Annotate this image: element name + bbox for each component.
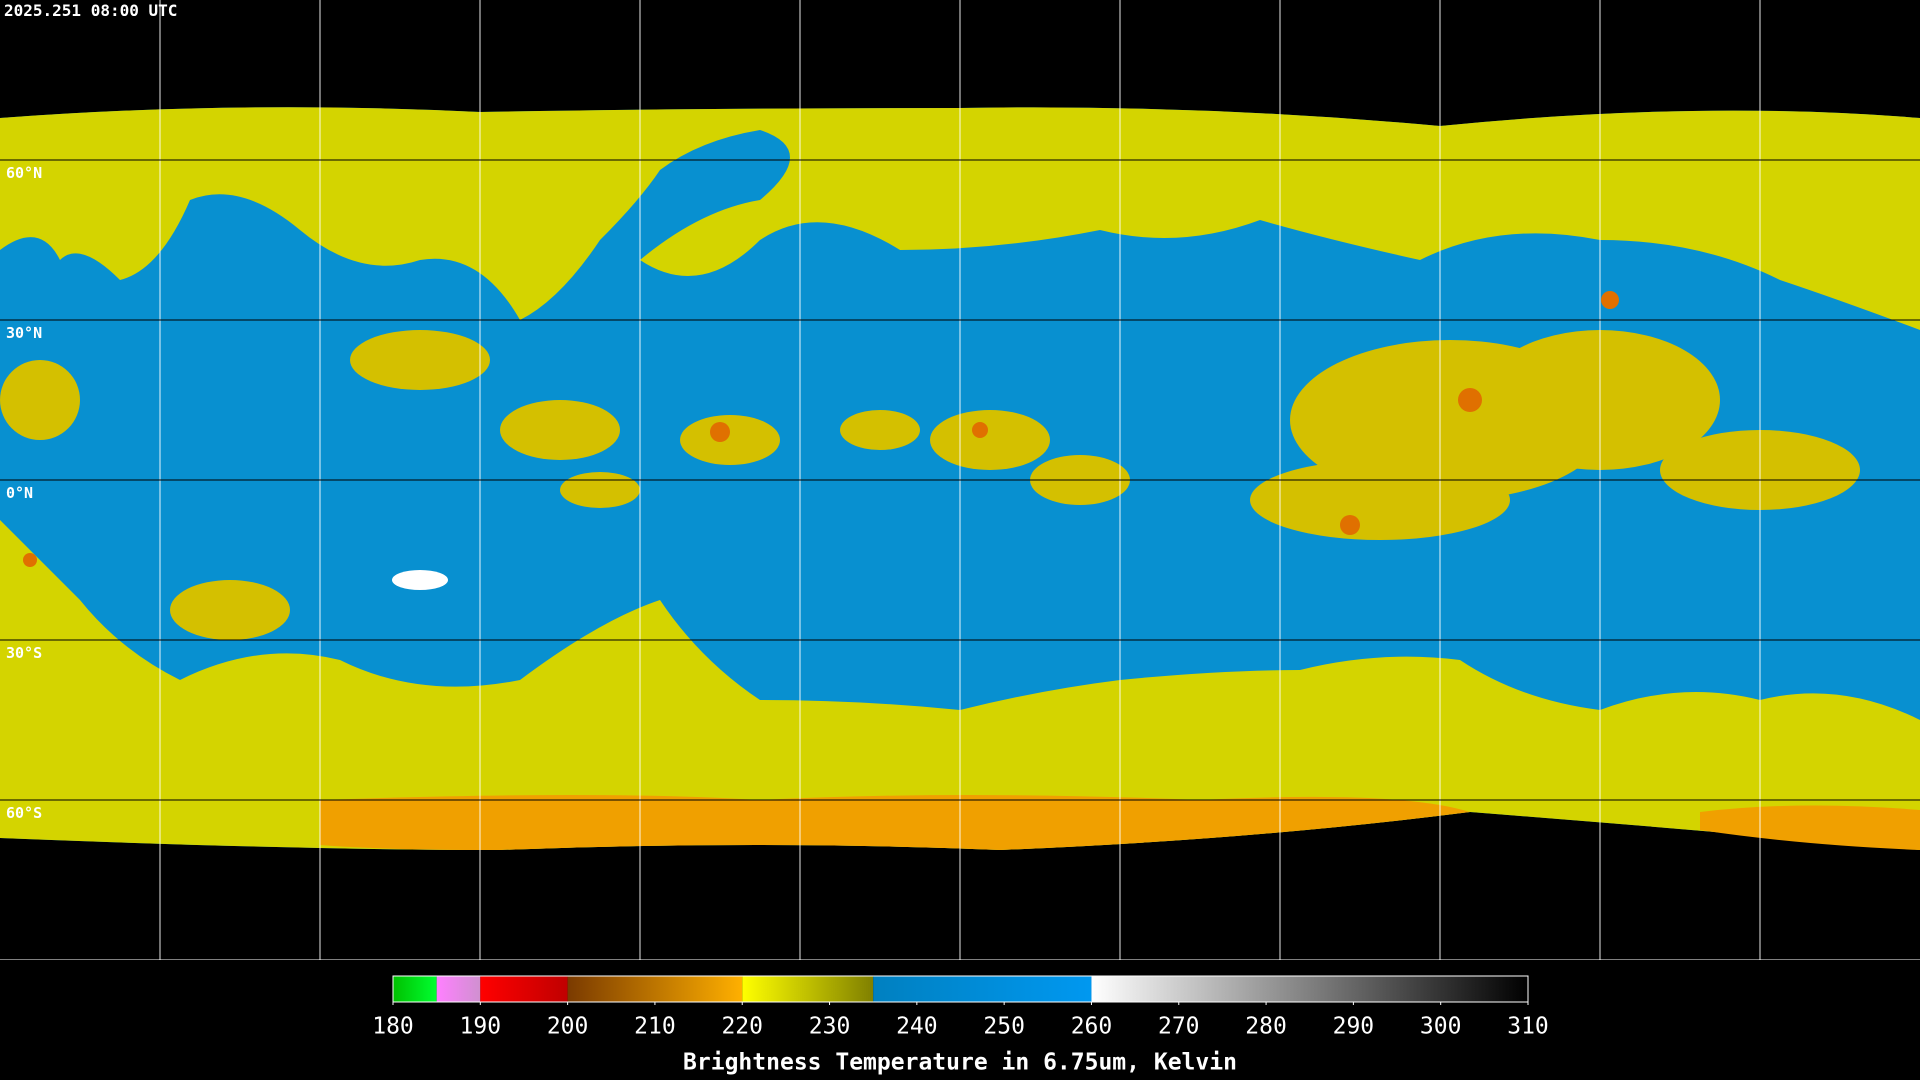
colorbar-tick-label: 260 — [1071, 1014, 1113, 1040]
colorbar-tick-label: 210 — [634, 1014, 676, 1040]
colorbar-title: Brightness Temperature in 6.75um, Kelvin — [683, 1050, 1237, 1076]
colorbar-tick-label: 290 — [1333, 1014, 1375, 1040]
latitude-label: 30°S — [6, 644, 42, 662]
southern-cold-band — [1700, 805, 1920, 850]
latitude-label: 60°N — [6, 164, 42, 182]
colorbar-tick-label: 240 — [896, 1014, 938, 1040]
latitude-labels: 60°N 30°N 0°N 30°S 60°S — [6, 164, 42, 822]
latitude-label: 30°N — [6, 324, 42, 342]
colorbar-segment — [436, 976, 481, 1002]
colorbar-segment — [480, 976, 568, 1002]
colorbar-tick-label: 200 — [547, 1014, 589, 1040]
timestamp: 2025.251 08:00 UTC — [4, 1, 177, 20]
southern-cold-band — [320, 795, 1470, 850]
warm-spot — [392, 570, 448, 590]
colorbar-tick-label: 220 — [721, 1014, 763, 1040]
latitude-label: 0°N — [6, 484, 33, 502]
graticule — [0, 0, 1920, 960]
colorbar-tick-label: 250 — [983, 1014, 1025, 1040]
colorbar-segment — [873, 976, 1092, 1002]
satellite-map — [0, 0, 1920, 960]
colorbar-tick-label: 190 — [460, 1014, 502, 1040]
colorbar-tick-label: 230 — [809, 1014, 851, 1040]
colorbar-frame — [392, 975, 1529, 1003]
latitude-label: 60°S — [6, 804, 42, 822]
colorbar-segment — [1091, 976, 1528, 1002]
colorbar-tick-label: 300 — [1420, 1014, 1462, 1040]
colorbar-tick-label: 280 — [1245, 1014, 1287, 1040]
colorbar: 180 190 200 210 220 230 240 250 260 270 280 290 300 3… — [372, 975, 1549, 1040]
colorbar-tick-label: 180 — [372, 1014, 414, 1040]
colorbar-segment — [567, 976, 743, 1002]
colorbar-tick-label: 270 — [1158, 1014, 1200, 1040]
colorbar-tick-label: 310 — [1507, 1014, 1549, 1040]
colorbar-segment — [393, 976, 437, 1002]
deep-convection — [23, 291, 1619, 567]
colorbar-segment — [742, 976, 874, 1002]
